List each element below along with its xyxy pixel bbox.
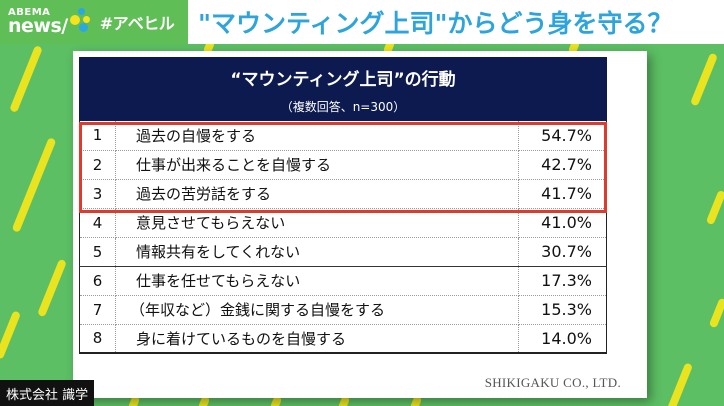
percent-cell: 15.3% xyxy=(518,295,607,325)
rank-cell: 5 xyxy=(79,237,116,267)
behavior-cell: 過去の自慢をする xyxy=(115,121,519,151)
background-stripe xyxy=(689,52,719,107)
percent-cell: 14.0% xyxy=(518,324,607,354)
rank-cell: 8 xyxy=(79,324,116,354)
table-row: 7 （年収など）金銭に関する自慢をする 15.3% xyxy=(79,295,607,325)
program-hashtag: #アベヒル xyxy=(99,14,175,33)
percent-cell: 30.7% xyxy=(518,237,607,267)
rank-cell: 3 xyxy=(79,179,116,209)
behavior-cell: 過去の苦労話をする xyxy=(115,179,519,209)
table-row: 4 意見させてもらえない 41.0% xyxy=(79,208,607,238)
table-row: 1 過去の自慢をする 54.7% xyxy=(79,121,607,151)
behavior-cell: （年収など）金銭に関する自慢をする xyxy=(115,295,519,325)
logo-abema-text: ABEMA xyxy=(8,7,51,18)
logo-news-text: news/ xyxy=(8,15,68,37)
table-row: 3 過去の苦労話をする 41.7% xyxy=(79,179,607,209)
percent-cell: 41.7% xyxy=(518,179,607,209)
background-stripe xyxy=(11,137,57,233)
table-header: “マウンティング上司”の行動 （複数回答、n=300） xyxy=(79,57,607,121)
title-bar: ABEMA news/ #アベヒル "マウンティング上司"からどう身を守る？ xyxy=(0,0,724,44)
background-stripe xyxy=(9,45,43,113)
table-row: 8 身に着けているものを自慢する 14.0% xyxy=(79,324,607,354)
survey-table: 1 過去の自慢をする 54.7% 2 仕事が出来ることを自慢する 42.7% 3… xyxy=(79,121,607,354)
table-subtitle: （複数回答、n=300） xyxy=(280,100,406,114)
table-row: 5 情報共有をしてくれない 30.7% xyxy=(79,237,607,267)
rank-cell: 1 xyxy=(79,121,116,151)
abema-news-logo: ABEMA news/ xyxy=(8,8,68,36)
table-title: “マウンティング上司”の行動 xyxy=(230,70,456,90)
logo-dots-icon xyxy=(68,7,94,37)
behavior-cell: 情報共有をしてくれない xyxy=(115,237,519,267)
background-stripe xyxy=(666,362,694,406)
background-stripe xyxy=(0,310,22,360)
behavior-cell: 仕事が出来ることを自慢する xyxy=(115,150,519,180)
headline: "マウンティング上司"からどう身を守る？ xyxy=(198,9,673,38)
percent-cell: 42.7% xyxy=(518,150,607,180)
brand-block: ABEMA news/ #アベヒル xyxy=(0,0,188,44)
rank-cell: 7 xyxy=(79,295,116,325)
rank-cell: 2 xyxy=(79,150,116,180)
background-stripe xyxy=(708,297,724,329)
table-row: 6 仕事を任せてもらえない 17.3% xyxy=(79,266,607,296)
survey-card: “マウンティング上司”の行動 （複数回答、n=300） 1 過去の自慢をする 5… xyxy=(73,51,647,398)
behavior-cell: 意見させてもらえない xyxy=(115,208,519,238)
background-stripe xyxy=(705,189,724,226)
rank-cell: 4 xyxy=(79,208,116,238)
table-row: 2 仕事が出来ることを自慢する 42.7% xyxy=(79,150,607,180)
behavior-cell: 身に着けているものを自慢する xyxy=(115,324,519,354)
company-credit: SHIKIGAKU CO., LTD. xyxy=(484,375,621,390)
source-caption: 株式会社 識学 xyxy=(0,380,95,406)
background-stripe xyxy=(37,258,67,318)
percent-cell: 41.0% xyxy=(518,208,607,238)
behavior-cell: 仕事を任せてもらえない xyxy=(115,266,519,296)
percent-cell: 17.3% xyxy=(518,266,607,296)
rank-cell: 6 xyxy=(79,266,116,296)
percent-cell: 54.7% xyxy=(518,121,607,151)
